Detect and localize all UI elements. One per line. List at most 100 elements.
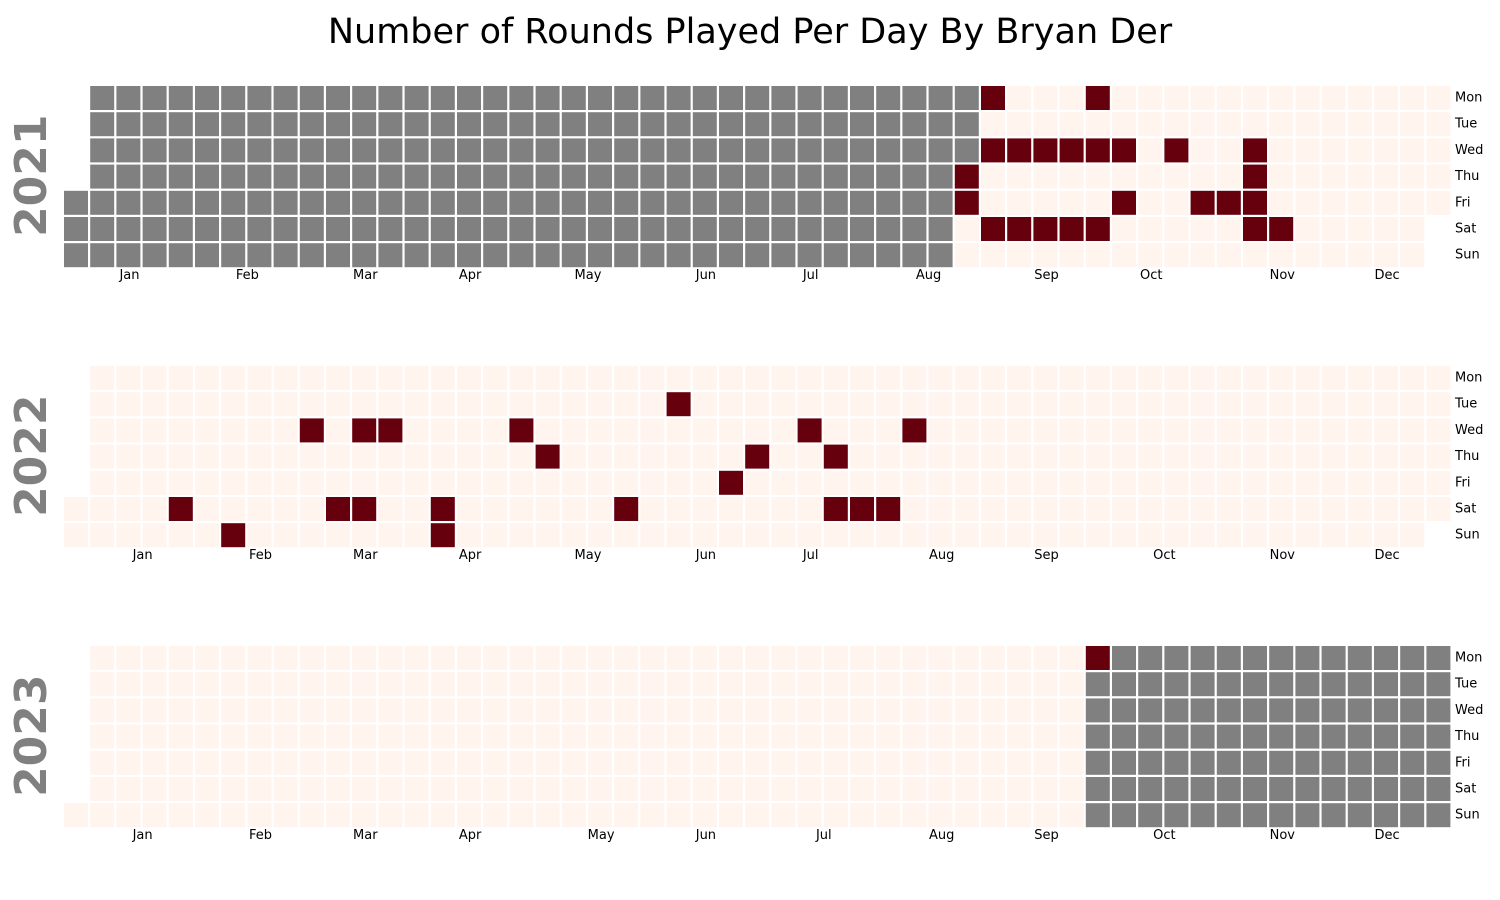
weekday-label: Mon [1455, 91, 1482, 106]
day-cell [1059, 138, 1084, 163]
day-cell [483, 724, 508, 749]
day-cell [1295, 418, 1320, 443]
day-cell [352, 392, 377, 417]
day-cell [221, 497, 246, 521]
day-cell [823, 470, 848, 495]
day-cell [1321, 112, 1346, 137]
day-cell [116, 366, 141, 390]
day-cell [561, 672, 586, 697]
day-cell [588, 777, 612, 801]
day-cell [430, 444, 455, 469]
day-cell [928, 777, 953, 801]
day-cell [326, 724, 350, 749]
day-cell [483, 86, 508, 110]
day-cell [1400, 243, 1425, 268]
day-cell [1138, 138, 1163, 163]
day-cell [1059, 646, 1084, 670]
day-cell [1269, 392, 1294, 417]
day-cell [1243, 366, 1267, 390]
day-cell [509, 698, 534, 723]
day-cell [326, 112, 350, 137]
day-cell [850, 750, 874, 775]
day-cell [535, 724, 560, 749]
day-cell [299, 217, 324, 241]
day-cell [876, 112, 901, 137]
day-cell [823, 190, 848, 215]
day-cell [1347, 190, 1372, 215]
day-cell [850, 86, 874, 110]
day-cell [457, 750, 481, 775]
day-cell [771, 243, 796, 268]
day-cell [116, 138, 141, 163]
day-cell [535, 470, 560, 495]
day-cell [352, 190, 377, 215]
day-cell [614, 164, 639, 189]
day-cell [666, 497, 691, 521]
day-cell [1243, 646, 1267, 670]
day-cell [745, 672, 770, 697]
day-cell [509, 138, 534, 163]
day-cell [168, 86, 193, 110]
day-cell [666, 750, 691, 775]
day-cell [1164, 418, 1189, 443]
day-cell [430, 777, 455, 801]
day-cell [116, 777, 141, 801]
day-cell [1347, 217, 1372, 241]
day-cell [168, 112, 193, 137]
day-cell [823, 86, 848, 110]
day-cell [1007, 86, 1032, 110]
day-cell [299, 523, 324, 548]
day-cell [90, 243, 115, 268]
day-cell [483, 777, 508, 801]
day-cell [509, 777, 534, 801]
day-cell [823, 112, 848, 137]
day-cell [247, 418, 272, 443]
day-cell [142, 138, 167, 163]
day-cell [430, 724, 455, 749]
day-cell [1112, 418, 1136, 443]
day-cell [981, 672, 1005, 697]
day-cell [378, 750, 403, 775]
day-cell [640, 138, 665, 163]
day-cell [1426, 418, 1451, 443]
day-cell [981, 444, 1005, 469]
day-cell [614, 698, 639, 723]
day-cell [588, 366, 612, 390]
day-cell [876, 190, 901, 215]
day-cell [561, 698, 586, 723]
day-cell [1295, 112, 1320, 137]
day-cell [1033, 392, 1058, 417]
day-cell [221, 418, 246, 443]
month-label: Jan [132, 828, 153, 843]
weekday-label: Sat [1455, 222, 1476, 237]
day-cell [404, 523, 429, 548]
day-cell [1400, 724, 1425, 749]
day-cell [90, 190, 115, 215]
day-cell [1426, 190, 1451, 215]
day-cell [823, 444, 848, 469]
day-cell [195, 777, 219, 801]
day-cell [666, 444, 691, 469]
day-cell [1190, 698, 1215, 723]
day-cell [588, 190, 612, 215]
day-cell [1321, 724, 1346, 749]
month-label: Jun [695, 548, 716, 563]
day-cell [640, 366, 665, 390]
weekday-label: Thu [1454, 449, 1479, 464]
day-cell [352, 243, 377, 268]
day-cell [273, 497, 298, 521]
day-cell [378, 803, 403, 828]
day-cell [561, 190, 586, 215]
day-cell [902, 392, 927, 417]
day-cell [981, 724, 1005, 749]
day-cell [614, 418, 639, 443]
day-cell [981, 698, 1005, 723]
day-cell [928, 164, 953, 189]
day-cell [719, 190, 743, 215]
day-cell [771, 497, 796, 521]
day-cell [1243, 803, 1267, 828]
day-cell [1085, 724, 1110, 749]
day-cell [1059, 803, 1084, 828]
day-cell [588, 392, 612, 417]
day-cell [640, 646, 665, 670]
